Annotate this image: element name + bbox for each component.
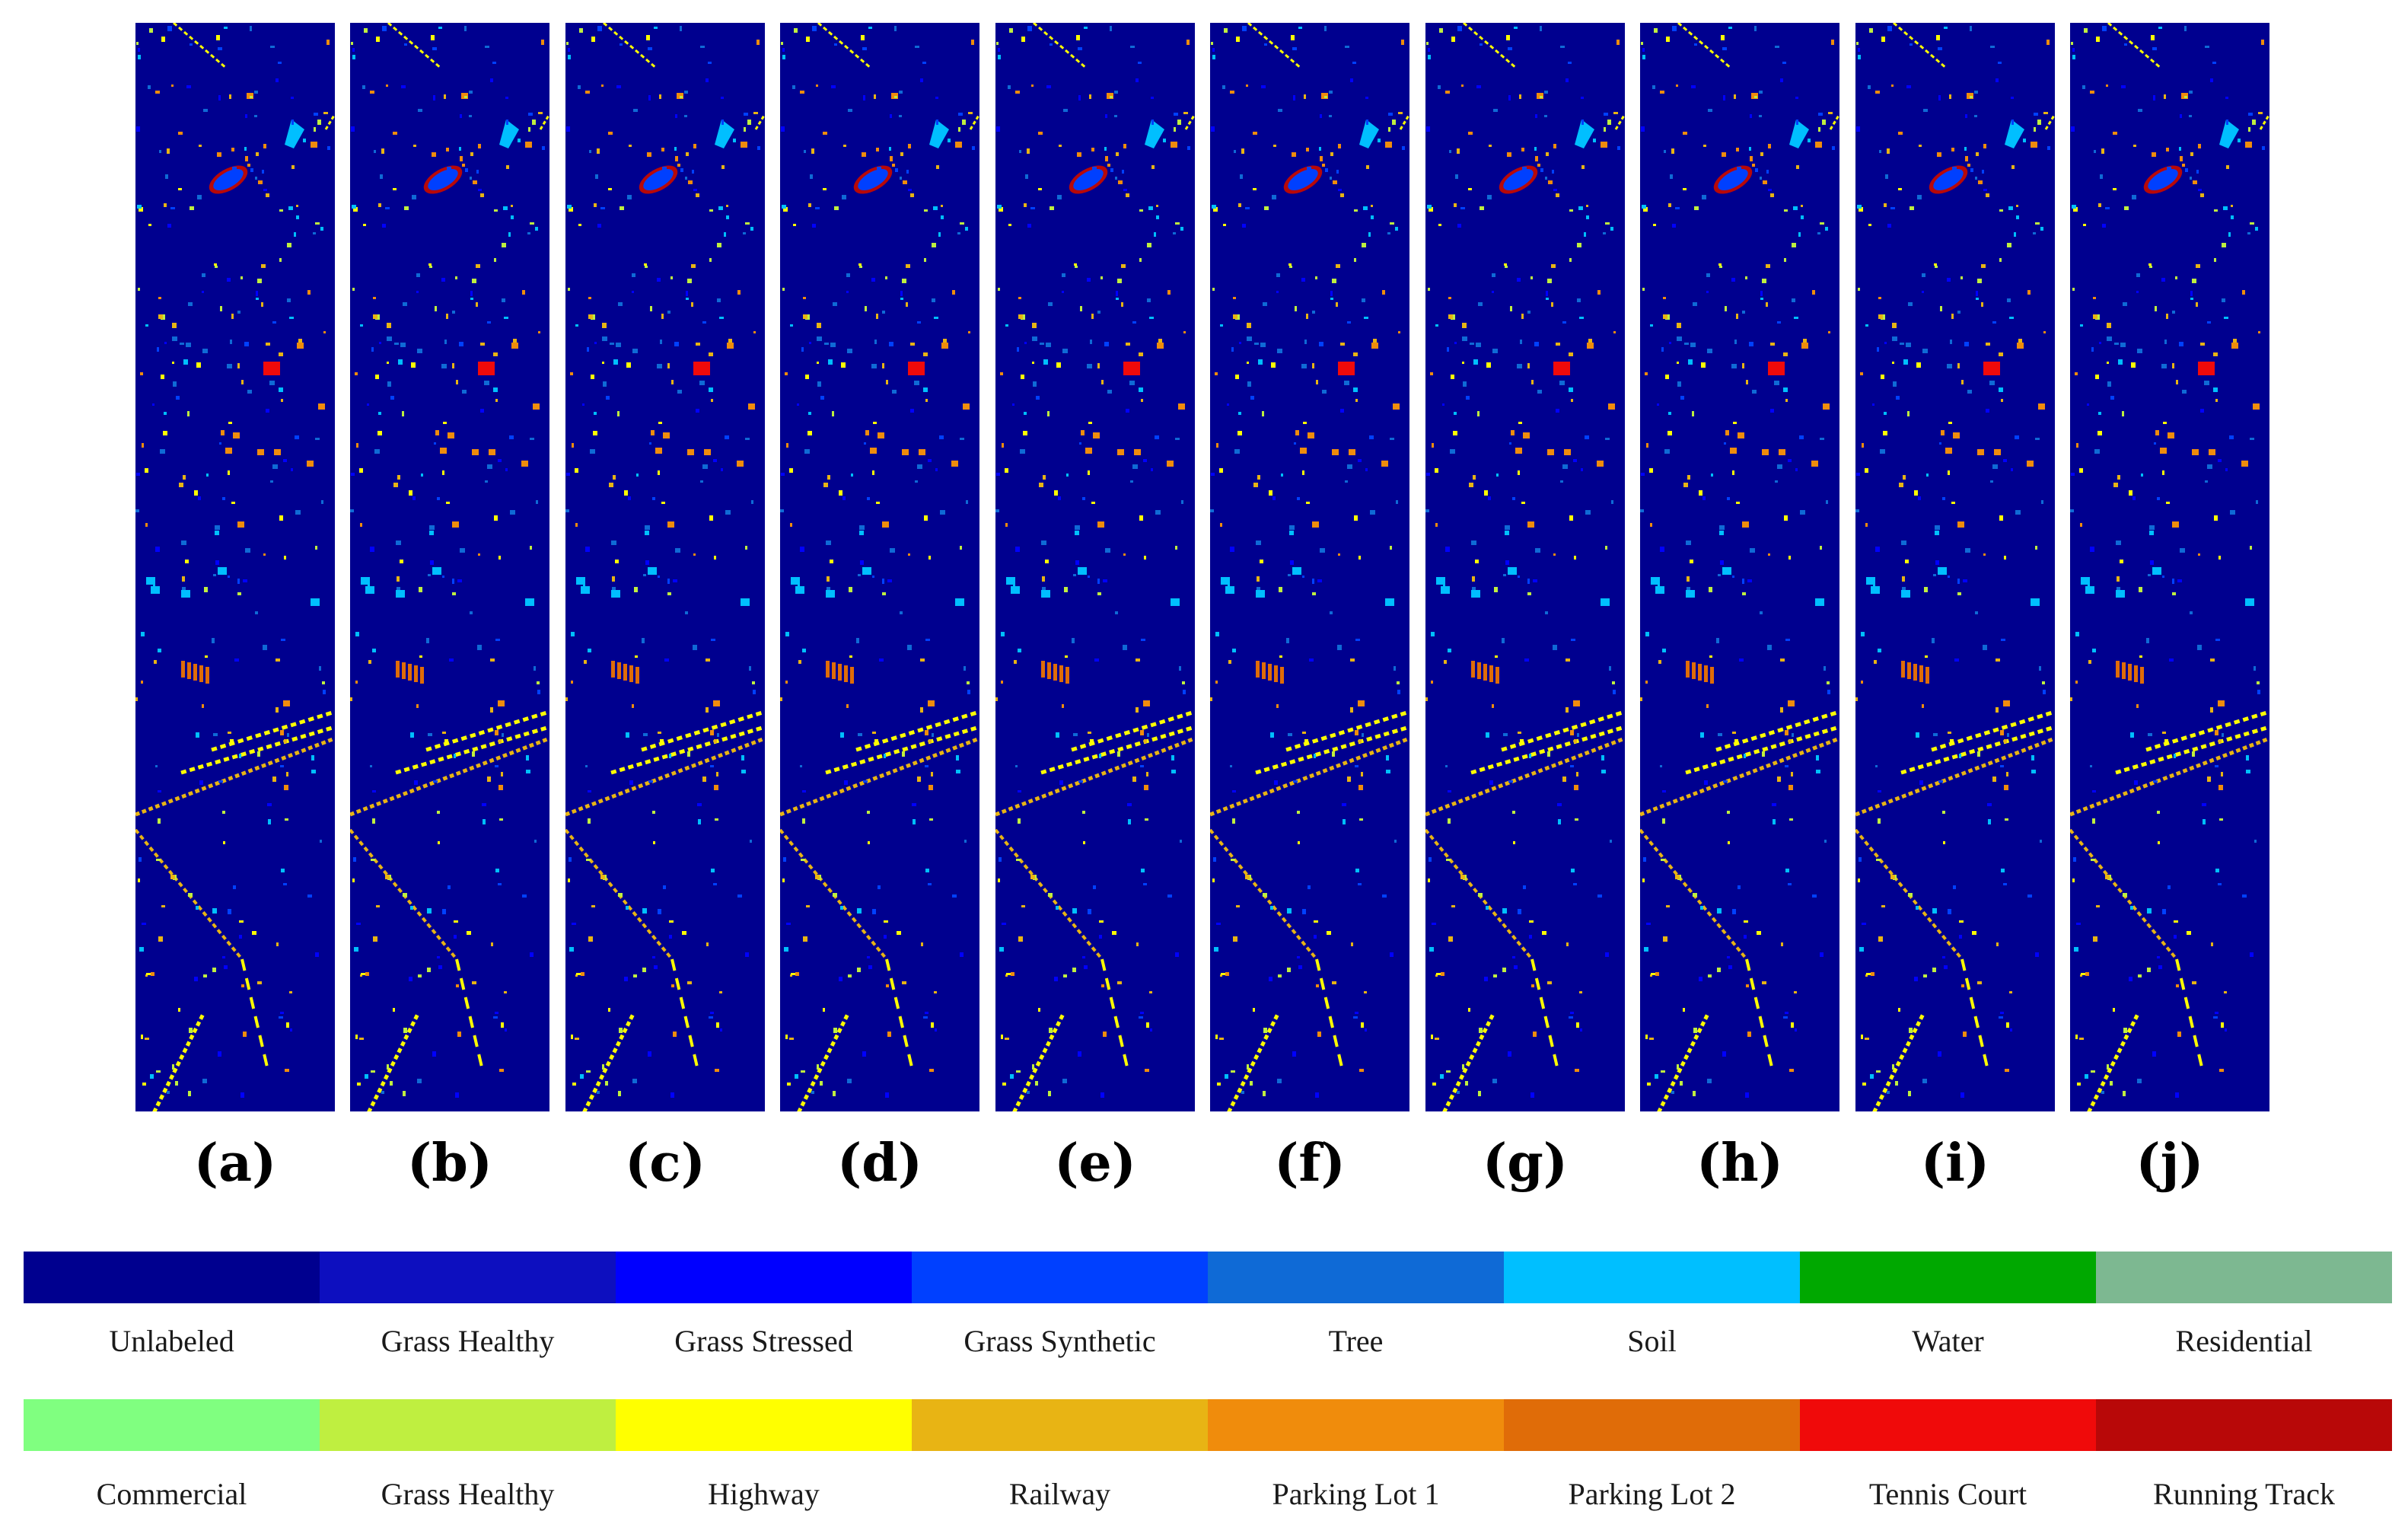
legend-swatch (24, 1399, 320, 1451)
legend-label: Commercial (96, 1477, 247, 1511)
panel-label: (c) (625, 1133, 706, 1194)
legend-swatch (912, 1399, 1208, 1451)
legend-label: Parking Lot 2 (1568, 1477, 1736, 1511)
classification-map-panel (1210, 23, 1409, 1111)
legend-swatch (1800, 1399, 2096, 1451)
legend-label: Water (1912, 1324, 1984, 1358)
panel-label: (i) (1920, 1133, 1990, 1194)
legend-label: Unlabeled (109, 1324, 234, 1358)
legend-label: Grass Healthy (381, 1324, 555, 1358)
panel-label: (j) (2136, 1133, 2204, 1194)
classification-map-panel (350, 23, 549, 1111)
legend-swatch (616, 1252, 912, 1303)
legend-label: Highway (708, 1477, 820, 1511)
legend-swatch (1208, 1252, 1504, 1303)
classification-map-panel (1640, 23, 1839, 1111)
classification-map-image (1640, 23, 1839, 1111)
classification-map-panel (1425, 23, 1625, 1111)
panel-label: (e) (1054, 1133, 1136, 1194)
classification-map-panel (135, 23, 335, 1111)
legend-label: Grass Healthy (381, 1477, 555, 1511)
legend-swatch (320, 1399, 616, 1451)
classification-map-panel (565, 23, 765, 1111)
classification-map-panel (2070, 23, 2269, 1111)
legend-swatch (24, 1252, 320, 1303)
legend-label: Grass Stressed (674, 1324, 853, 1358)
classification-map-image (1210, 23, 1409, 1111)
classification-map-image (2070, 23, 2269, 1111)
classification-map-image (565, 23, 765, 1111)
legend-label: Railway (1008, 1477, 1111, 1511)
legend-swatch (1504, 1252, 1800, 1303)
legend-label: Running Track (2153, 1477, 2335, 1511)
panel-label: (h) (1696, 1133, 1783, 1194)
legend-label: Soil (1627, 1324, 1677, 1358)
legend-swatch (912, 1252, 1208, 1303)
classification-map-image (1425, 23, 1625, 1111)
classification-map-image (780, 23, 979, 1111)
legend-label: Tree (1328, 1324, 1384, 1358)
classification-map-panel (995, 23, 1195, 1111)
legend-swatch (2096, 1399, 2392, 1451)
legend-swatch (1504, 1399, 1800, 1451)
classification-map-image (135, 23, 335, 1111)
classification-map-panel (1855, 23, 2055, 1111)
legend-label: Grass Synthetic (964, 1324, 1156, 1358)
legend-swatch (1800, 1252, 2096, 1303)
panel-label: (f) (1274, 1133, 1346, 1194)
legend-swatch (2096, 1252, 2392, 1303)
classification-map-image (350, 23, 549, 1111)
classification-map-image (995, 23, 1195, 1111)
legend-swatch (320, 1252, 616, 1303)
panel-label: (a) (193, 1133, 277, 1194)
legend-swatch (1208, 1399, 1504, 1451)
classification-map-image (1855, 23, 2055, 1111)
panel-label: (g) (1483, 1133, 1568, 1194)
panel-label: (b) (407, 1133, 492, 1194)
legend-label: Parking Lot 1 (1272, 1477, 1440, 1511)
panel-label: (d) (837, 1133, 922, 1194)
legend-label: Residential (2175, 1324, 2313, 1358)
legend-swatch (616, 1399, 912, 1451)
legend-label: Tennis Court (1868, 1477, 2027, 1511)
classification-map-panel (780, 23, 979, 1111)
